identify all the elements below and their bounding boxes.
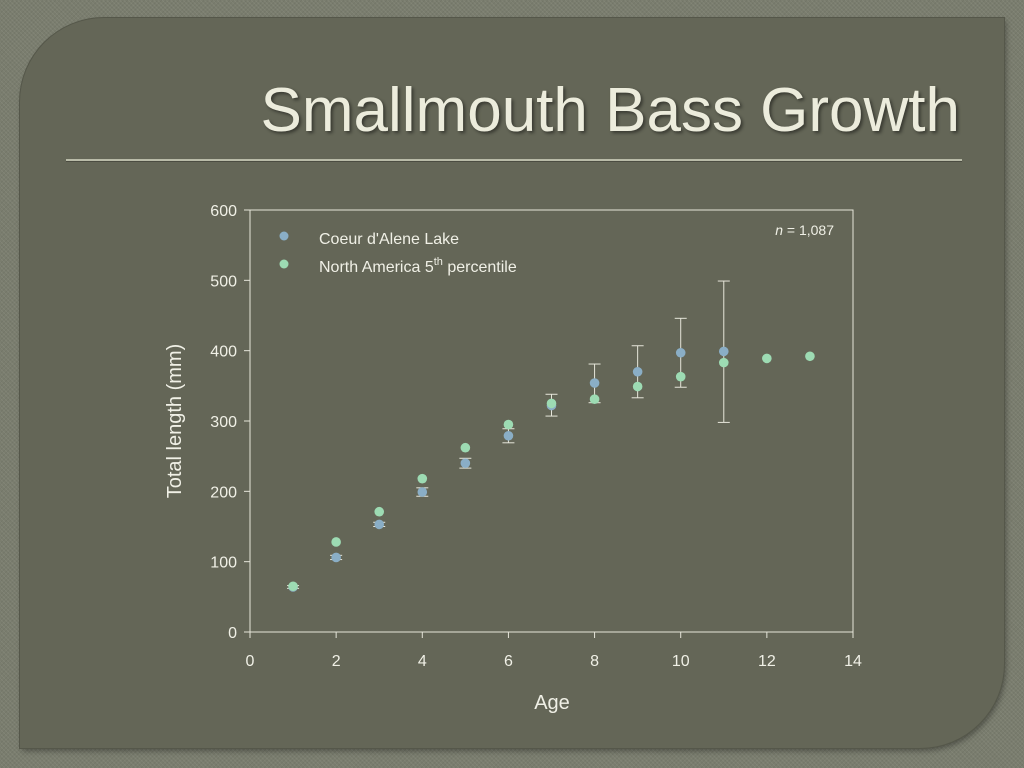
x-tick-label: 10 [672,653,690,670]
x-tick-label: 12 [758,653,776,670]
point-north-america [374,506,385,517]
x-tick-label: 6 [504,653,513,670]
legend-label-suffix: percentile [443,259,517,276]
point-north-america [288,581,298,592]
x-axis: 0 2 4 6 8 10 12 14 [246,632,862,670]
y-tick-label: 0 [228,625,237,642]
title-divider [66,159,962,161]
point-north-america [589,394,600,404]
sample-size-annotation: n = 1,087 [775,222,834,238]
point-north-america [460,442,471,453]
x-tick-label: 8 [590,653,599,670]
y-tick-label: 200 [210,484,237,501]
y-tick-label: 600 [210,203,237,220]
legend-label-superscript: th [434,256,443,268]
legend-label-coeur-dalene: Coeur d'Alene Lake [319,231,459,248]
x-axis-label: Age [534,692,570,714]
point-north-america [503,419,514,430]
x-tick-label: 4 [418,653,427,670]
y-axis: 0 100 200 300 400 500 600 [210,203,250,642]
legend-marker-north-america [279,259,289,269]
x-tick-label: 14 [844,653,862,670]
legend-label-north-america-text: North America 5 [319,259,434,276]
point-north-america [417,473,428,484]
point-north-america [762,353,772,364]
y-axis-label: Total length (mm) [164,344,186,499]
point-coeur-dalene [589,378,600,388]
point-north-america [675,371,686,382]
x-tick-label: 2 [332,653,341,670]
point-coeur-dalene [503,430,514,441]
legend: Coeur d'Alene Lake North America 5th per… [279,231,517,276]
y-tick-label: 500 [210,273,237,290]
point-coeur-dalene [632,366,643,377]
point-north-america [805,351,815,362]
point-north-america [546,398,557,409]
annotation-italic: n [775,222,783,238]
point-north-america [718,357,729,368]
y-tick-label: 300 [210,414,237,431]
legend-marker-coeur-dalene [279,231,289,241]
point-north-america [632,381,643,392]
data-points [288,346,815,592]
x-tick-label: 0 [246,653,255,670]
slide-background [20,18,1004,748]
y-tick-label: 400 [210,344,237,361]
y-tick-label: 100 [210,555,237,572]
point-coeur-dalene [460,458,471,469]
slide-title: Smallmouth Bass Growth [260,76,960,145]
legend-label-north-america: North America 5th percentile [319,256,517,276]
annotation-text: = 1,087 [783,222,834,238]
point-coeur-dalene [718,346,729,357]
point-coeur-dalene [331,552,341,563]
point-coeur-dalene [374,519,385,530]
point-coeur-dalene [675,347,686,358]
point-coeur-dalene [417,487,428,497]
point-north-america [331,537,341,547]
